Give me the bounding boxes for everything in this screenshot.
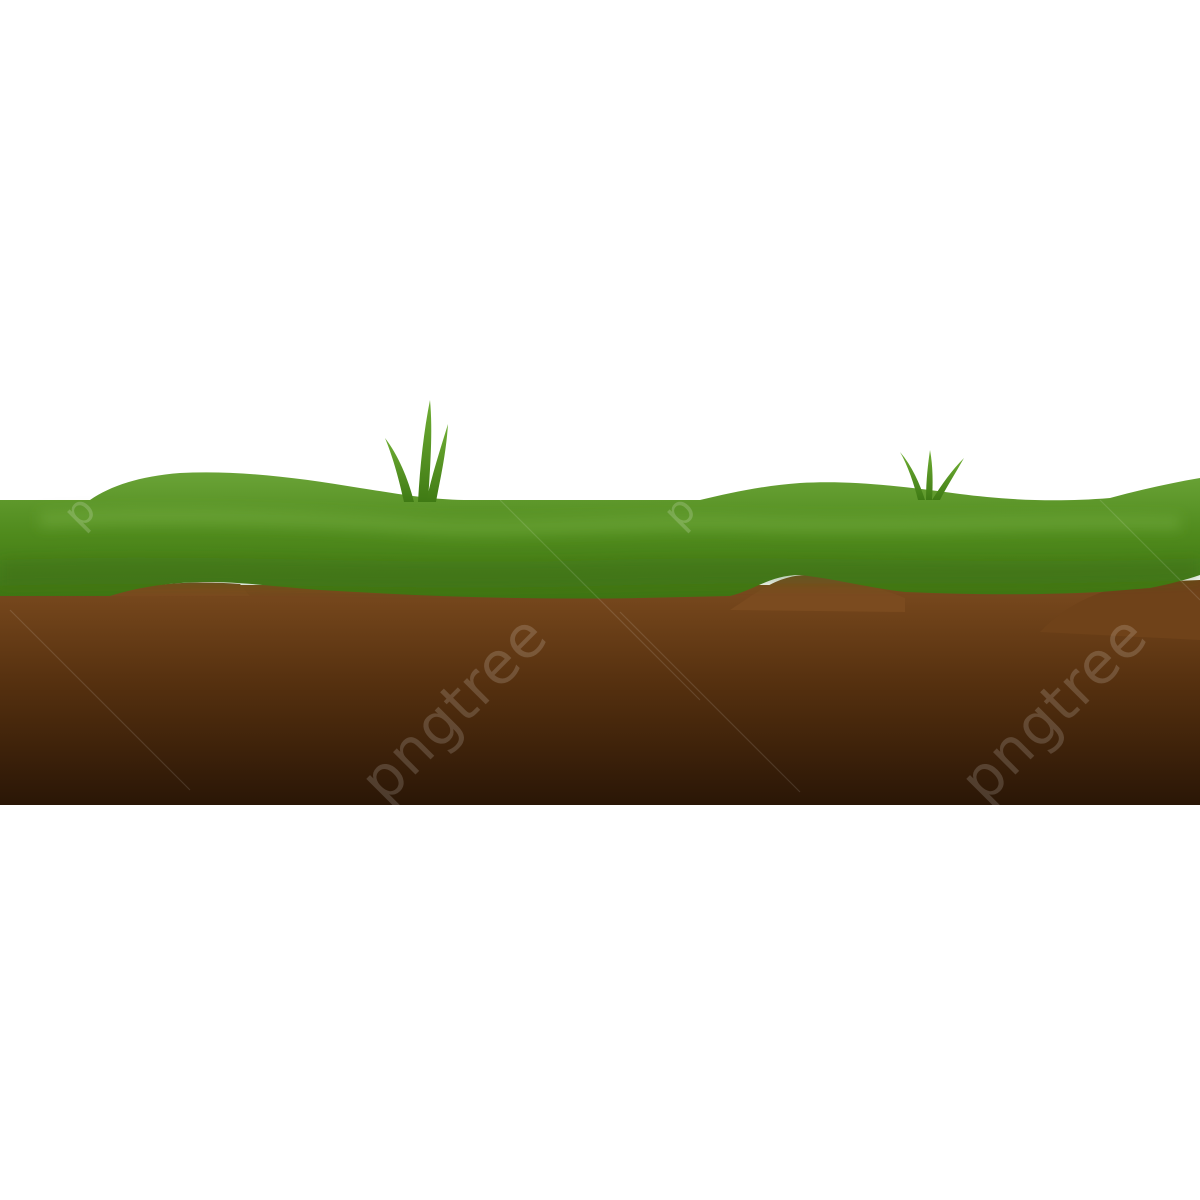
soil-layer	[0, 585, 1200, 805]
soil-lump	[1040, 580, 1200, 640]
soil-lump	[110, 582, 250, 596]
grass-tuft-icon	[385, 400, 448, 502]
watermark-lines	[9, 499, 1200, 793]
grass-shadow	[0, 557, 1200, 588]
grass-tuft-icon	[900, 450, 964, 500]
grass-highlight	[40, 508, 1180, 536]
